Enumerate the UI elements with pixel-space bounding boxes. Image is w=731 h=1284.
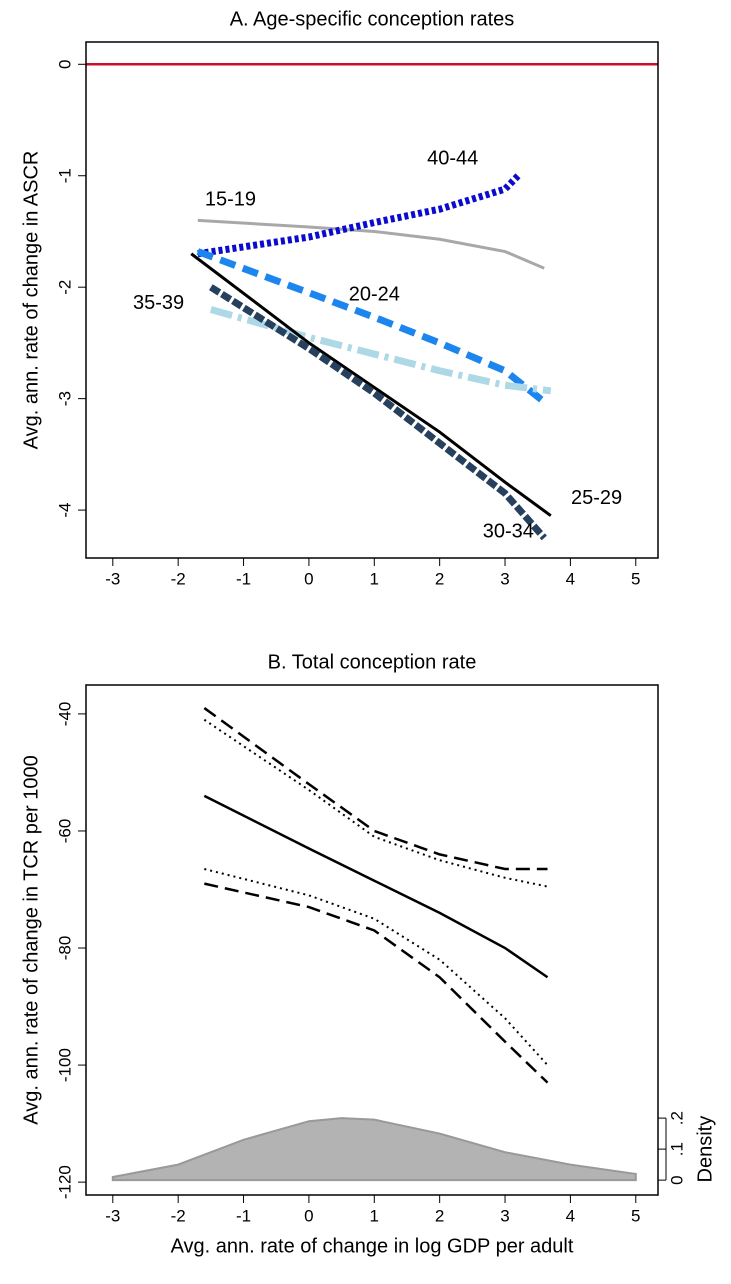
series-label: 15-19 bbox=[205, 189, 256, 211]
series-label: 20-24 bbox=[349, 283, 400, 305]
series-line bbox=[209, 306, 552, 395]
series-line bbox=[190, 252, 552, 517]
series-label: 40-44 bbox=[427, 147, 478, 169]
x-tick-label: 4 bbox=[566, 1206, 575, 1225]
x-tick-label: 2 bbox=[435, 569, 444, 588]
x-tick-label: 1 bbox=[370, 1206, 379, 1225]
panel-title: B. Total conception rate bbox=[268, 651, 477, 673]
y2-tick-label: 0 bbox=[667, 1175, 686, 1184]
y-tick-label: -120 bbox=[55, 1165, 74, 1199]
series-line bbox=[203, 718, 548, 888]
x-tick-label: 0 bbox=[304, 1206, 313, 1225]
y2-axis-title: Density bbox=[694, 1116, 716, 1183]
x-tick-label: -2 bbox=[171, 1206, 186, 1225]
x-tick-label: -2 bbox=[171, 569, 186, 588]
x-tick-label: 1 bbox=[370, 569, 379, 588]
series-line bbox=[209, 284, 547, 541]
x-tick-label: 5 bbox=[631, 569, 640, 588]
x-tick-label: 5 bbox=[631, 1206, 640, 1225]
x-tick-label: -1 bbox=[236, 1206, 251, 1225]
series-line bbox=[203, 794, 549, 979]
series-line bbox=[197, 173, 521, 258]
x-tick-label: -3 bbox=[105, 1206, 120, 1225]
plot-frame bbox=[85, 41, 659, 559]
x-tick-label: 2 bbox=[435, 1206, 444, 1225]
series-line bbox=[197, 218, 545, 270]
y-tick-label: -80 bbox=[55, 936, 74, 961]
series-label: 35-39 bbox=[133, 292, 184, 314]
y-tick-label: -100 bbox=[55, 1048, 74, 1082]
x-tick-label: -1 bbox=[236, 569, 251, 588]
y2-tick-label: .1 bbox=[667, 1142, 686, 1156]
x-tick-label: 3 bbox=[500, 569, 509, 588]
x-tick-label: -3 bbox=[105, 569, 120, 588]
y-tick-label: -1 bbox=[55, 168, 74, 183]
y-tick-label: 0 bbox=[55, 60, 74, 69]
series-line bbox=[196, 248, 547, 405]
y-axis-title: Avg. ann. rate of change in TCR per 1000 bbox=[20, 755, 42, 1125]
y-tick-label: -3 bbox=[55, 391, 74, 406]
y-tick-label: -4 bbox=[55, 503, 74, 518]
series-line bbox=[203, 707, 548, 871]
density-area bbox=[111, 1117, 637, 1182]
x-axis-title: Avg. ann. rate of change in log GDP per … bbox=[171, 1235, 574, 1257]
y-axis-title: Avg. ann. rate of change in ASCR bbox=[20, 151, 42, 450]
series-label: 30-34 bbox=[483, 521, 534, 543]
plot-frame bbox=[85, 684, 659, 1196]
series-label: 25-29 bbox=[571, 487, 622, 509]
panel-title: A. Age-specific conception rates bbox=[230, 8, 515, 30]
y-tick-label: -60 bbox=[55, 819, 74, 844]
y2-tick-label: .2 bbox=[667, 1111, 686, 1125]
y-tick-label: -2 bbox=[55, 280, 74, 295]
x-tick-label: 0 bbox=[304, 569, 313, 588]
series-line bbox=[204, 868, 549, 1066]
x-tick-label: 3 bbox=[500, 1206, 509, 1225]
x-tick-label: 4 bbox=[566, 569, 575, 588]
series-line bbox=[204, 882, 549, 1084]
y-tick-label: -40 bbox=[55, 702, 74, 727]
